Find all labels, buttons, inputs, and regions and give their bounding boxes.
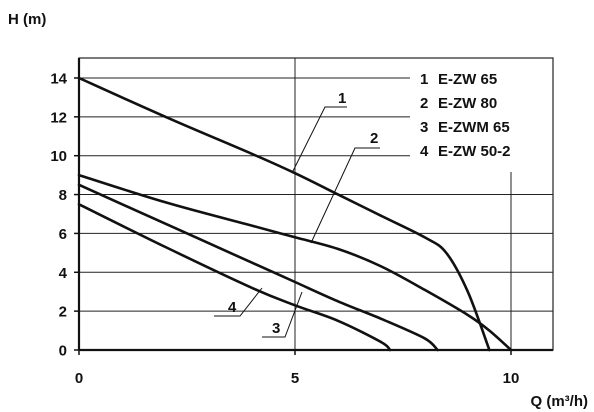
y-tick-label: 0	[59, 343, 67, 360]
pump-curve-4	[77, 203, 392, 352]
legend-number: 4	[420, 143, 429, 160]
x-tick-label: 10	[503, 370, 520, 387]
y-tick-label: 6	[59, 226, 67, 243]
y-tick-label: 8	[59, 187, 67, 204]
curves	[77, 76, 513, 352]
legend-label: E-ZW 65	[438, 71, 497, 88]
y-tick-label: 10	[50, 148, 67, 165]
x-tick-label: 5	[291, 370, 299, 387]
legend-number: 2	[420, 95, 428, 112]
callout-label-4: 4	[228, 299, 237, 316]
x-axis-label: Q (m³/h)	[531, 393, 589, 410]
pump-curve-3	[77, 183, 439, 352]
legend-label: E-ZW 80	[438, 95, 497, 112]
pump-curve-1	[77, 76, 491, 352]
callout-line-2	[310, 147, 380, 244]
grid	[79, 58, 553, 350]
callout-label-2: 2	[370, 130, 378, 147]
y-axis-label: H (m)	[8, 11, 46, 28]
callout-line-3	[262, 291, 303, 338]
legend-label: E-ZWM 65	[438, 119, 510, 136]
y-tick-label: 14	[50, 70, 67, 87]
legend-number: 1	[420, 71, 428, 88]
callout-line-4	[214, 287, 263, 317]
curve-callouts: 1 2 3 4	[214, 90, 380, 338]
y-tick-label: 12	[50, 109, 67, 126]
callout-line-1	[291, 106, 347, 174]
x-tick-label: 0	[75, 370, 83, 387]
callout-label-1: 1	[338, 90, 346, 107]
legend: 1 E-ZW 65 2 E-ZW 80 3 E-ZWM 65 4 E-ZW 50-2	[420, 71, 511, 160]
callout-label-3: 3	[272, 320, 280, 337]
legend-number: 3	[420, 119, 428, 136]
pump-curve-2	[77, 173, 513, 352]
y-tick-label: 2	[59, 304, 67, 321]
legend-label: E-ZW 50-2	[438, 143, 511, 160]
y-tick-label: 4	[59, 265, 68, 282]
